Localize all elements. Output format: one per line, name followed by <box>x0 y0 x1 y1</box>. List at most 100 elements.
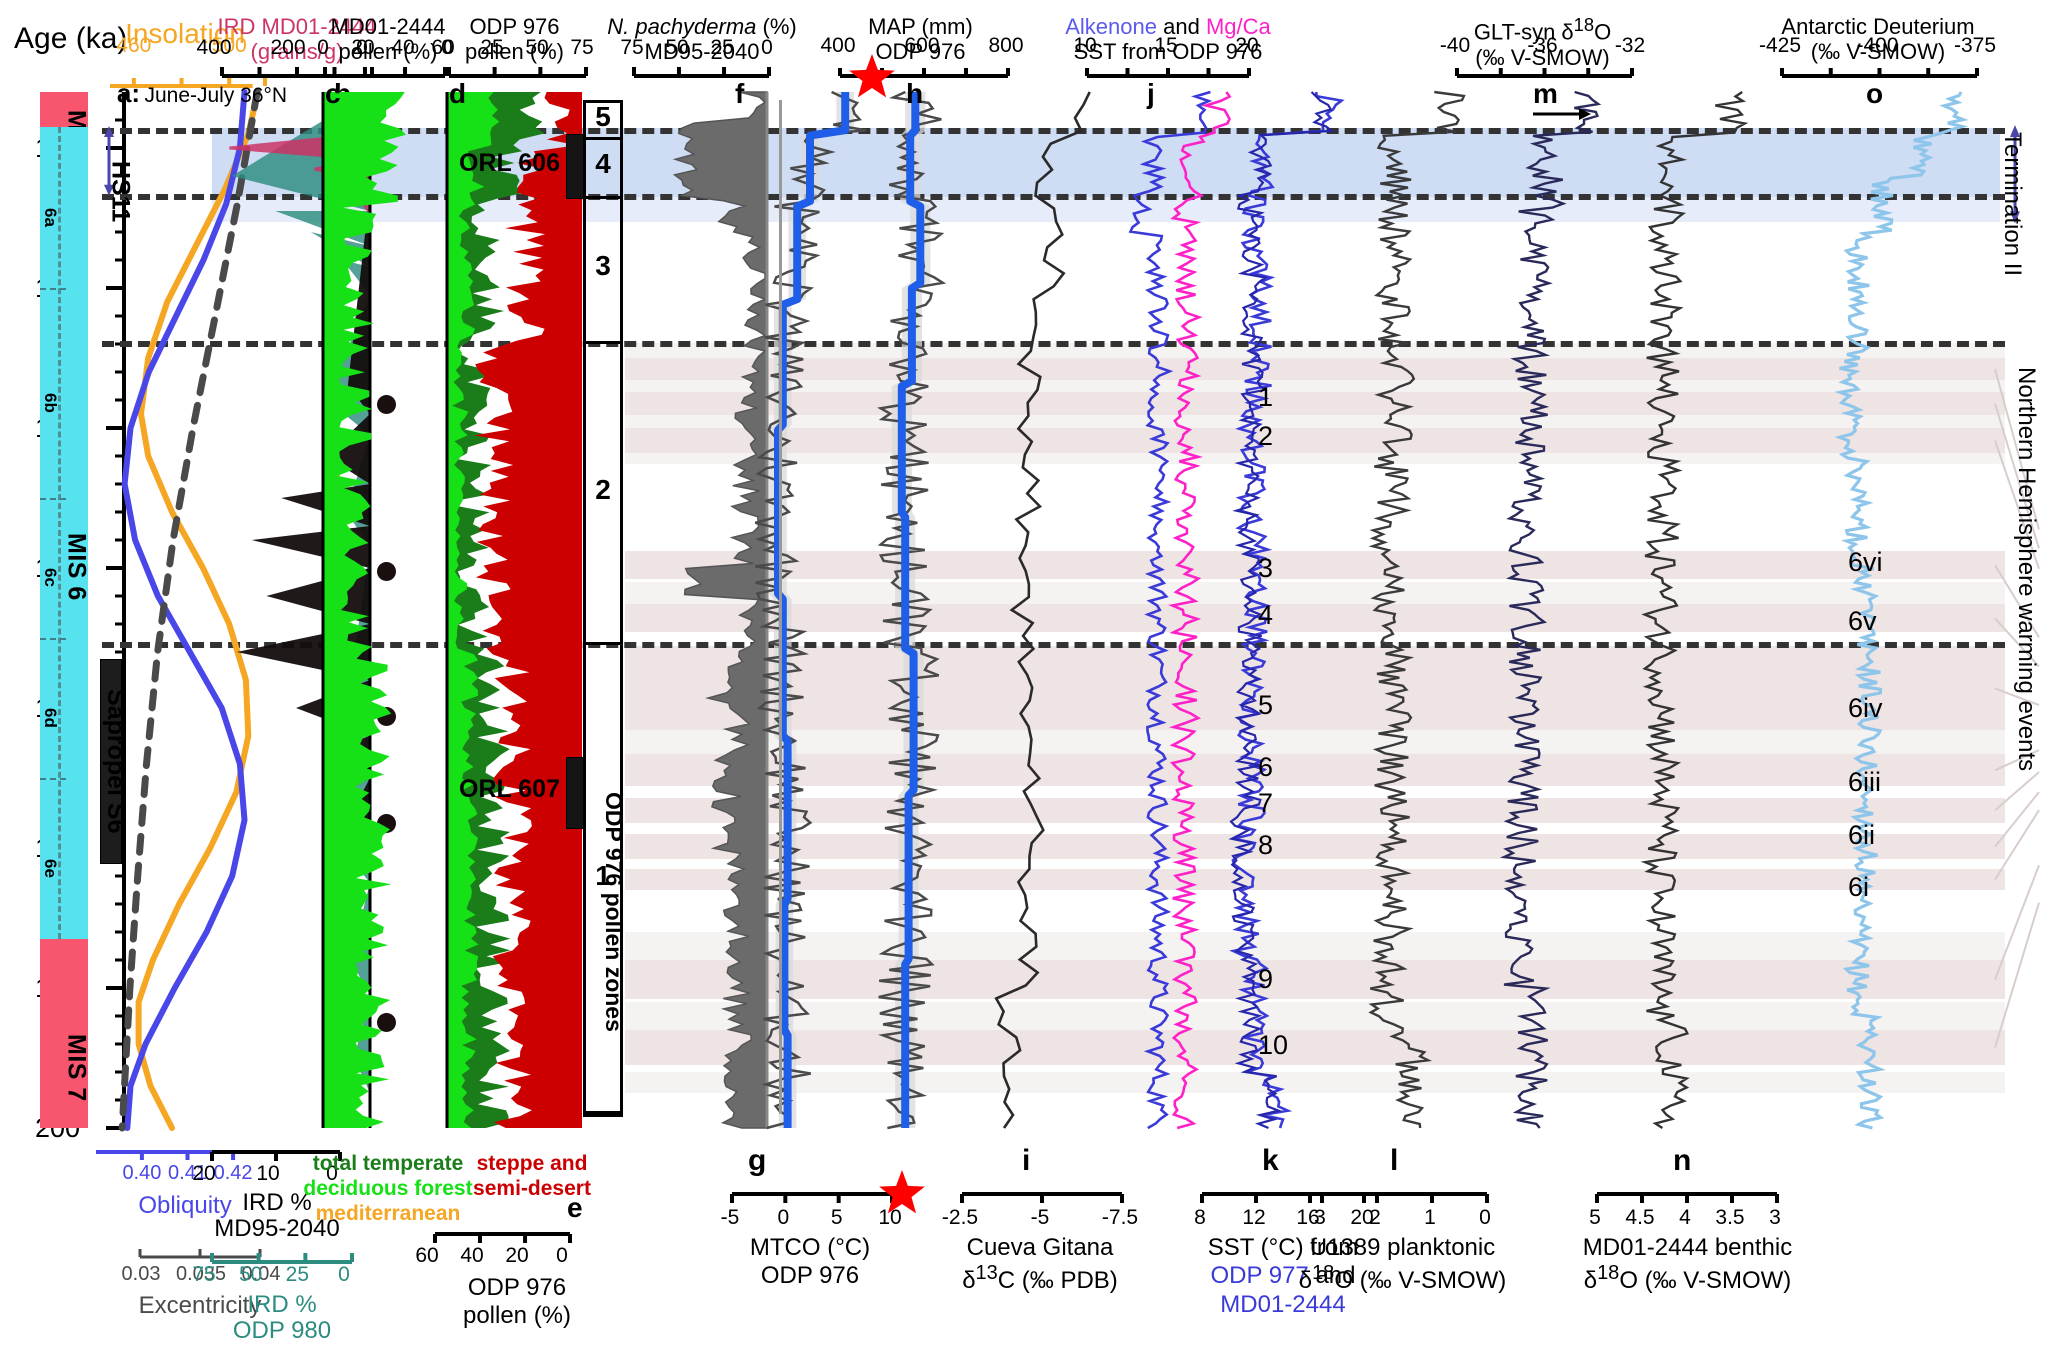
highlight-band-pink <box>625 960 2005 1000</box>
panel-k-tick-label: 20 <box>1350 1206 1374 1229</box>
pollen-zone-divider <box>583 136 623 140</box>
highlight-band-pink <box>625 754 2005 787</box>
panel-h-map-smooth <box>897 92 925 1128</box>
sample-dot <box>377 1012 396 1032</box>
panel-k-letter: k <box>1262 1144 1279 1177</box>
termination-ii-label: Termination II <box>1999 132 2026 277</box>
obliquity-tick-label: 0.41 <box>168 1162 207 1184</box>
mis-substage-label: 6a <box>41 207 60 227</box>
panel-m-tick-label: -32 <box>1614 34 1646 57</box>
leader-line <box>1994 864 2040 980</box>
termination-ii-bracket <box>2010 125 2020 224</box>
highlight-band-pink <box>625 358 2005 381</box>
ird-md95-tick: 10 <box>256 1162 280 1185</box>
orl-label: ORL 606 <box>459 148 560 177</box>
panel-l-tick-label: 0 <box>1479 1206 1491 1229</box>
panel-g-tick-label: 0 <box>777 1206 790 1229</box>
panel-k-caption: SST (°C) from ODP 977 and MD01-2444 <box>1207 1234 1359 1318</box>
panel-o-deuterium <box>1834 91 1969 1130</box>
leader-line <box>1994 771 2040 811</box>
mis-substage-label: 6c <box>41 568 60 587</box>
panel-h-map <box>877 90 947 1130</box>
ird-md95-tick: 0 <box>326 1162 338 1185</box>
panel-n-letter: n <box>1673 1144 1692 1177</box>
nh-warming-leaders <box>1994 368 2040 1048</box>
panel-b-tick-label: 200 <box>270 36 306 59</box>
panel-h-red-star <box>849 54 895 98</box>
highlight-band-pink <box>625 604 2005 633</box>
highlight-band-pink <box>625 551 2005 580</box>
arrow-head <box>1579 108 1591 120</box>
aim-label: 6v <box>1848 606 1877 636</box>
pollen-zone-divider <box>583 341 623 345</box>
panel-n-tick-label: 4.5 <box>1625 1206 1655 1229</box>
highlight-band-grey <box>625 730 2005 755</box>
highlight-band-grey <box>625 380 2005 392</box>
panel-a-tick-label: 460 <box>116 34 152 57</box>
panel-d-tick-label: 25 <box>480 36 504 59</box>
panel-o-top-axis <box>1780 68 1979 78</box>
sapropel-bar <box>100 659 122 864</box>
panel-e-letter: e <box>567 1192 583 1223</box>
panel-k-sst2 <box>1228 91 1335 1130</box>
panel-l-bottom-axis <box>1320 1192 1489 1203</box>
pollen-zone-box <box>583 100 623 1114</box>
panel-e-tick-label: 20 <box>505 1244 529 1267</box>
panel-m-letter: m <box>1533 78 1558 109</box>
leader-line <box>1994 902 2040 1048</box>
sst-event-label: 7 <box>1258 788 1274 818</box>
panel-g-tick-label: -5 <box>720 1206 740 1229</box>
panel-g-red-star <box>879 1170 925 1214</box>
panel-j-tick-label: 10 <box>1073 34 1097 57</box>
panel-e-legend: steppe and semi-desert <box>473 1152 591 1200</box>
panel-o-letter: o <box>1866 78 1884 109</box>
panel-e-tick-label: 40 <box>460 1244 484 1267</box>
panel-m-gltsyn-raw <box>1499 90 1602 1129</box>
panel-d-title: ODP 976 pollen (%) <box>464 14 565 65</box>
panel-g-mtco-smooth <box>774 92 850 1128</box>
excentricity-tick-label: 0.03 <box>121 1263 161 1285</box>
panel-d-tick-label: 75 <box>570 36 594 59</box>
panel-a-title: Insolation <box>125 18 245 49</box>
panel-h-tick-label: 600 <box>904 34 940 57</box>
sst-event-label: 2 <box>1258 421 1274 452</box>
panel-i-cueva-raw <box>994 91 1091 1129</box>
mis-band-label: MIS 7 <box>62 1033 91 1102</box>
panel-i-bottom-axis <box>960 1192 1124 1203</box>
leader-line <box>1994 749 2040 772</box>
pollen-zone-axis-label: ODP 976 pollen zones <box>601 792 627 1032</box>
panel-c-pollen <box>321 92 406 1128</box>
mis-band <box>40 92 88 127</box>
panel-n-tick-label: 5 <box>1589 1206 1601 1229</box>
panel-f-letter: f <box>735 78 745 109</box>
panel-group-separator <box>779 100 782 1114</box>
panel-c-tick-label: 40 <box>391 36 415 59</box>
panel-e-steppe <box>473 92 582 1128</box>
pollen-zone-label: 5 <box>595 100 611 132</box>
pollen-zone-divider <box>583 642 623 646</box>
panel-a-curve <box>118 88 261 1132</box>
mis-band-label: MIS 6 <box>62 533 91 601</box>
panel-i-cueva <box>994 91 1091 1129</box>
panel-k-tick-label: 16 <box>1296 1206 1320 1229</box>
panel-j-tick-label: 15 <box>1154 34 1178 57</box>
obliquity-tick-label: 0.42 <box>213 1162 253 1184</box>
ird-odp980-tick: 50 <box>238 1263 263 1286</box>
panel-j-alkenone-raw <box>1128 90 1213 1130</box>
panel-f-top-axis <box>632 67 771 78</box>
panel-g-mtco-raw <box>754 90 867 1130</box>
ird-odp980-axis <box>210 1253 354 1264</box>
highlight-band-grey <box>625 582 2005 605</box>
panel-k-sst2-raw <box>1228 91 1335 1130</box>
hs11-arrow-bottom <box>104 185 114 197</box>
sst-event-label: 5 <box>1258 690 1274 720</box>
highlight-band-grey <box>625 1072 2005 1093</box>
aim-label: 6vi <box>1848 547 1883 578</box>
mis-band <box>40 127 88 939</box>
sst-event-label: 6 <box>1258 751 1274 782</box>
panel-i-tick-label: -2.5 <box>941 1206 979 1229</box>
aim-label: 6ii <box>1848 820 1876 851</box>
panel-h-letter: h <box>906 78 924 109</box>
panel-l-tick-label: 2 <box>1369 1206 1381 1229</box>
sample-dot <box>377 561 396 581</box>
